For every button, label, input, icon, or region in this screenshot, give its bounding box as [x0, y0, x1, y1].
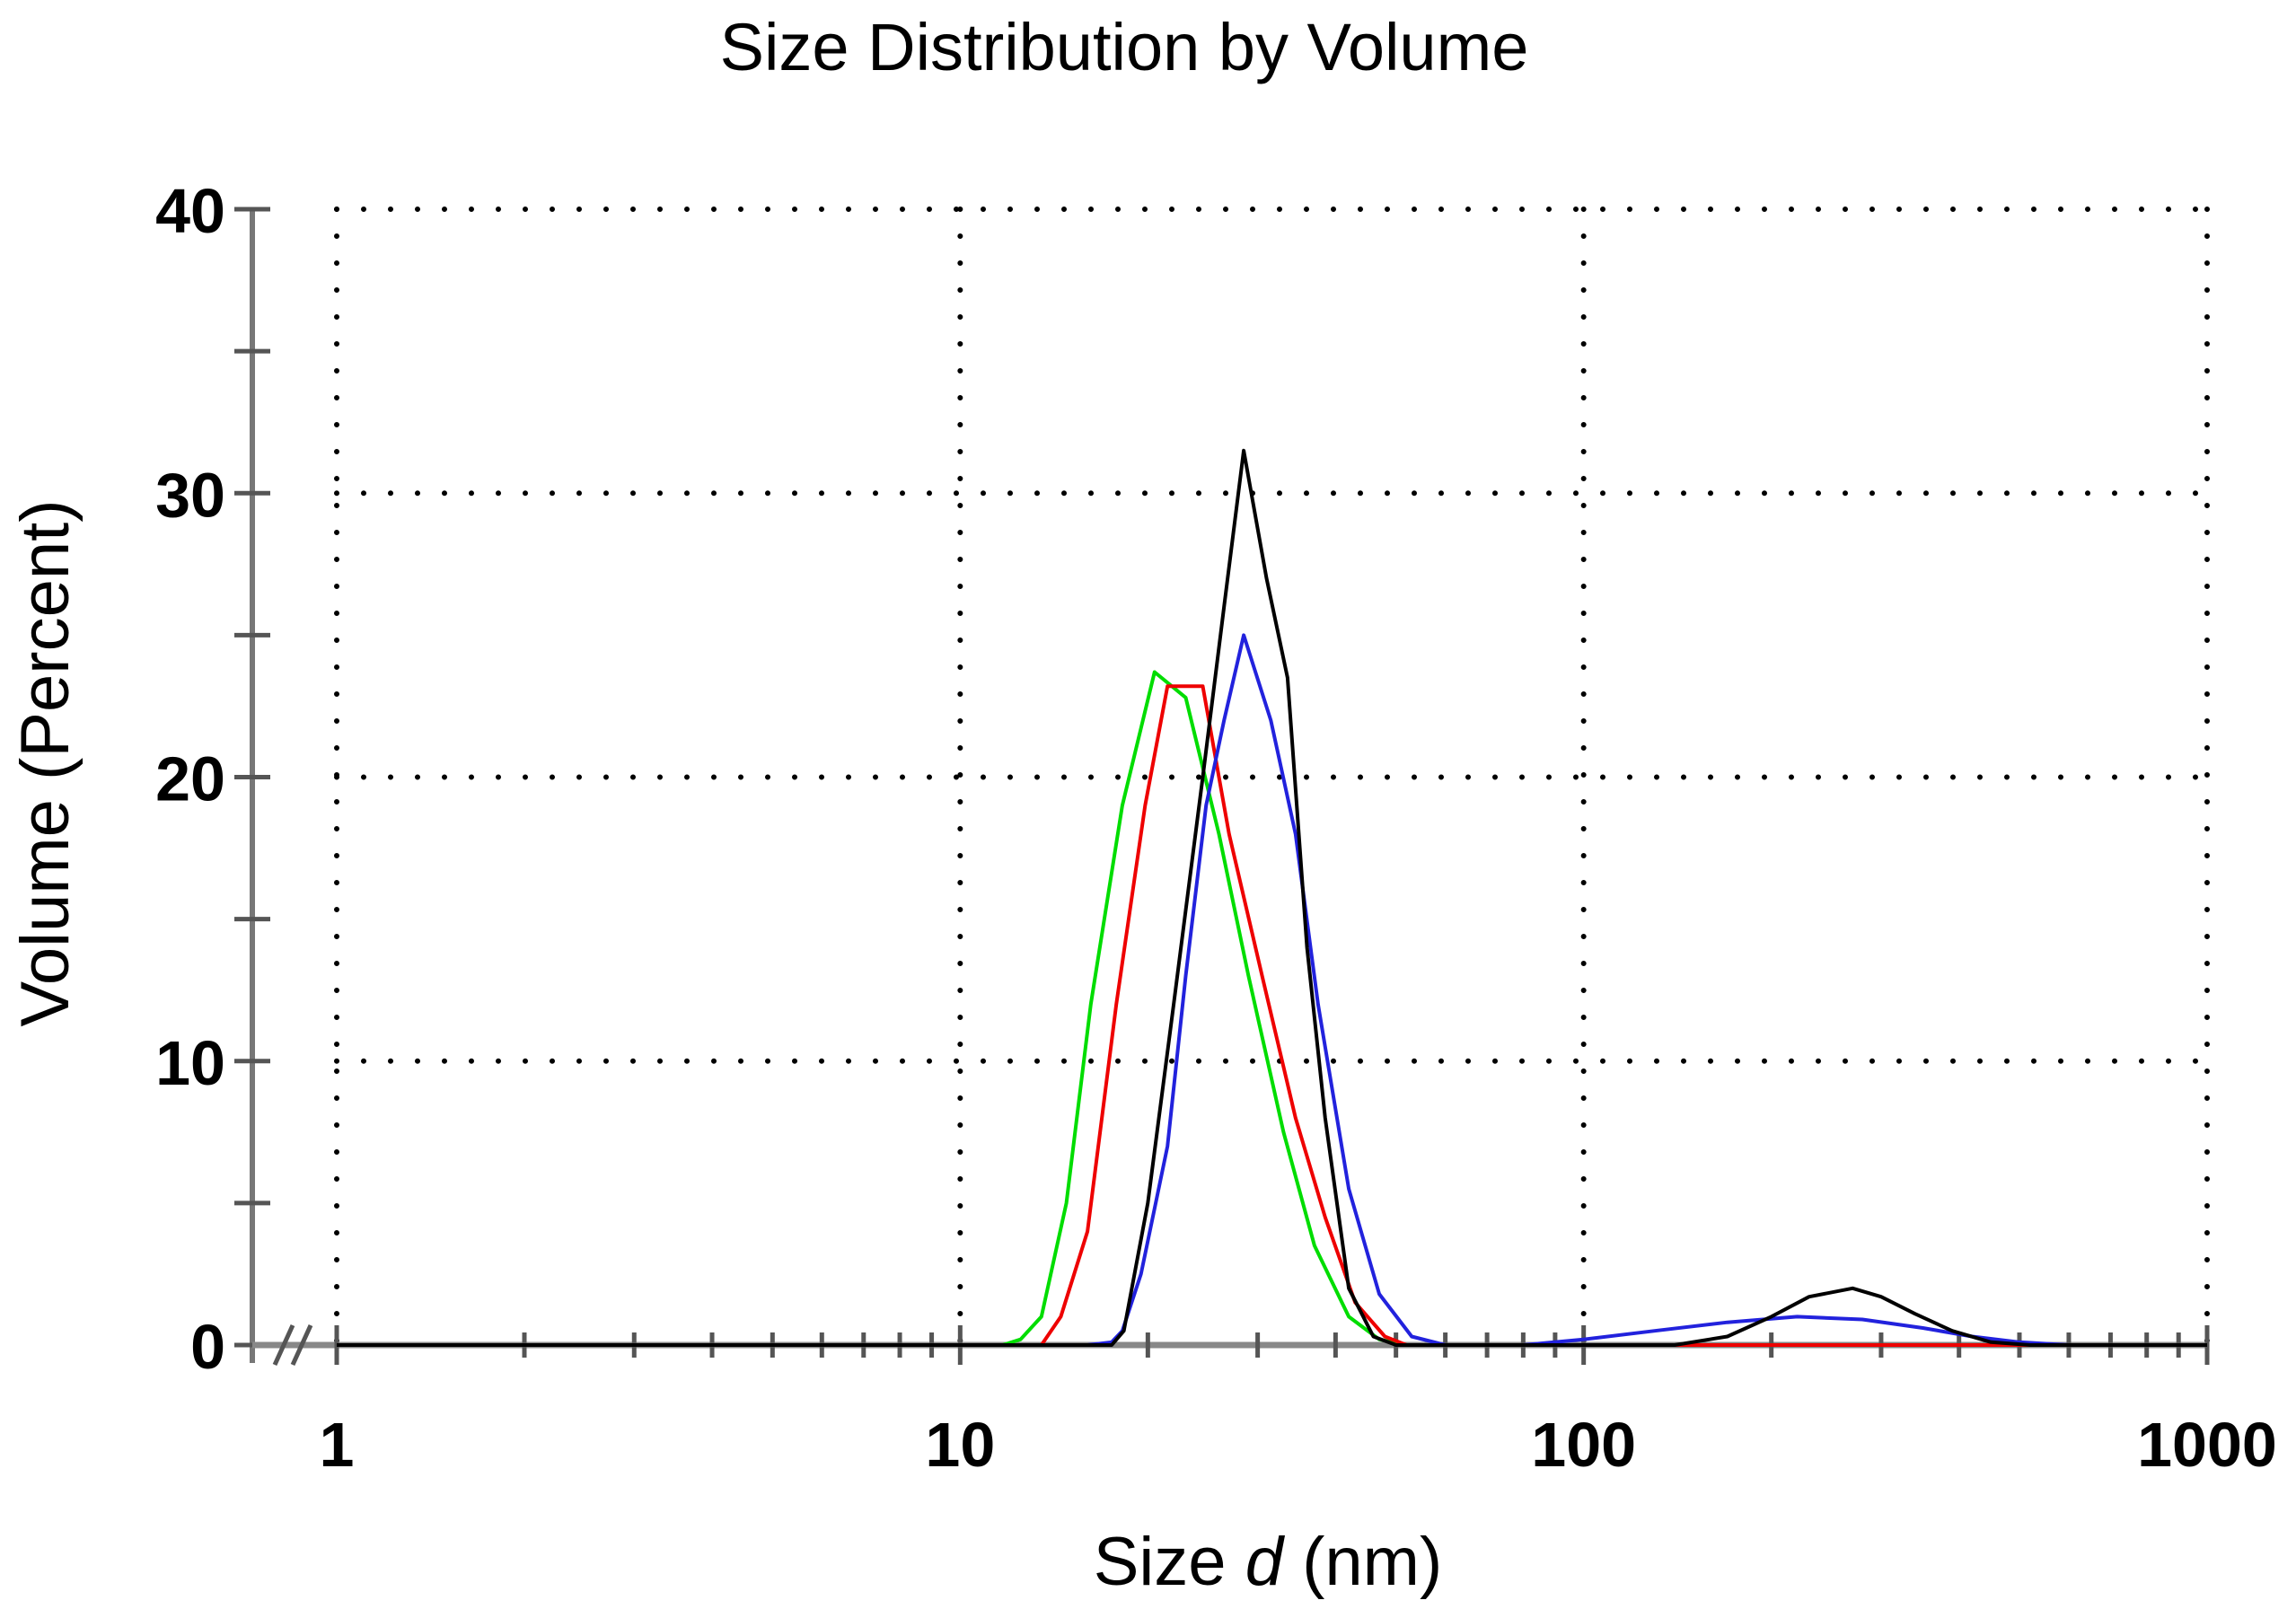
y-tick-label-30: 30 — [155, 460, 225, 530]
y-tick-label-10: 10 — [155, 1028, 225, 1098]
gridlines — [334, 207, 2210, 1348]
series-line-1 — [337, 670, 2207, 1347]
y-axis-title: Volume (Percent) — [7, 499, 84, 1026]
x-tick-label-10: 10 — [925, 1410, 995, 1480]
x-axis-title: Size d (nm) — [1094, 1524, 1443, 1600]
series-line-3 — [337, 633, 2207, 1347]
y-tick-label-40: 40 — [155, 176, 225, 246]
x-axis-title-variable: d — [1245, 1524, 1286, 1600]
tick-labels: 0 10 20 30 40 1 10 100 1000 — [155, 176, 2277, 1480]
chart-title: Size Distribution by Volume — [720, 10, 1529, 84]
x-tick-label-1: 1 — [320, 1410, 355, 1480]
series-lines — [337, 448, 2207, 1347]
x-axis-break-mark — [272, 1323, 313, 1367]
series-line-2 — [337, 684, 2207, 1347]
y-tick-label-0: 0 — [190, 1312, 225, 1382]
x-tick-label-1000: 1000 — [2137, 1410, 2277, 1480]
x-axis-title-suffix: (nm) — [1283, 1524, 1442, 1600]
x-tick-label-100: 100 — [1531, 1410, 1636, 1480]
x-axis-title-prefix: Size — [1094, 1524, 1245, 1600]
y-tick-label-20: 20 — [155, 744, 225, 814]
series-line-4 — [337, 448, 2207, 1347]
